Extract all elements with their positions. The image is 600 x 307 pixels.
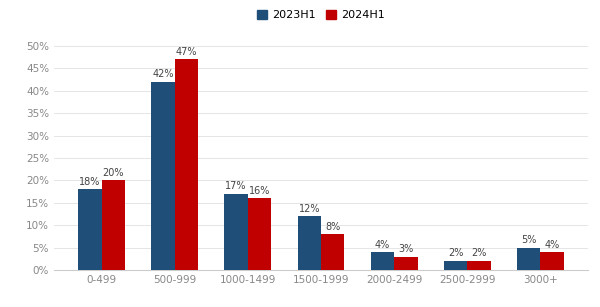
Bar — [371, 252, 394, 270]
Text: 3%: 3% — [398, 244, 413, 254]
Text: 4%: 4% — [544, 239, 560, 250]
Bar — [321, 234, 344, 270]
Text: 2%: 2% — [471, 248, 487, 258]
Text: 4%: 4% — [375, 239, 390, 250]
Text: 47%: 47% — [176, 47, 197, 56]
Bar — [78, 189, 101, 270]
Text: 20%: 20% — [103, 168, 124, 178]
Bar — [101, 181, 125, 270]
Bar — [248, 198, 271, 270]
Bar — [151, 82, 175, 270]
Bar — [298, 216, 321, 270]
Text: 18%: 18% — [79, 177, 101, 187]
Bar — [467, 261, 491, 270]
Legend: 2023H1, 2024H1: 2023H1, 2024H1 — [253, 5, 389, 24]
Text: 8%: 8% — [325, 222, 340, 231]
Text: 42%: 42% — [152, 69, 174, 79]
Text: 5%: 5% — [521, 235, 536, 245]
Text: 17%: 17% — [226, 181, 247, 191]
Text: 2%: 2% — [448, 248, 463, 258]
Bar — [394, 257, 418, 270]
Bar — [517, 248, 541, 270]
Bar — [224, 194, 248, 270]
Text: 16%: 16% — [249, 186, 270, 196]
Bar — [444, 261, 467, 270]
Text: 12%: 12% — [299, 204, 320, 214]
Bar — [175, 59, 198, 270]
Bar — [541, 252, 564, 270]
